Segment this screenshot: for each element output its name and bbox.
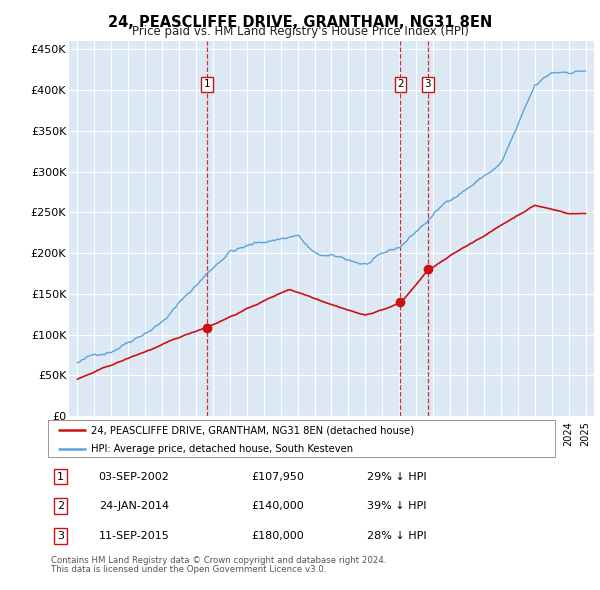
- Text: 1: 1: [204, 80, 211, 89]
- Text: 03-SEP-2002: 03-SEP-2002: [98, 471, 170, 481]
- Text: £107,950: £107,950: [251, 471, 304, 481]
- Text: 39% ↓ HPI: 39% ↓ HPI: [367, 501, 427, 511]
- Text: 24-JAN-2014: 24-JAN-2014: [98, 501, 169, 511]
- Text: Price paid vs. HM Land Registry's House Price Index (HPI): Price paid vs. HM Land Registry's House …: [131, 25, 469, 38]
- Text: 29% ↓ HPI: 29% ↓ HPI: [367, 471, 427, 481]
- Text: 11-SEP-2015: 11-SEP-2015: [98, 531, 169, 541]
- Text: Contains HM Land Registry data © Crown copyright and database right 2024.: Contains HM Land Registry data © Crown c…: [51, 556, 386, 565]
- Text: 2: 2: [57, 501, 64, 511]
- Text: HPI: Average price, detached house, South Kesteven: HPI: Average price, detached house, Sout…: [91, 444, 353, 454]
- Text: 24, PEASCLIFFE DRIVE, GRANTHAM, NG31 8EN (detached house): 24, PEASCLIFFE DRIVE, GRANTHAM, NG31 8EN…: [91, 425, 414, 435]
- Text: 1: 1: [57, 471, 64, 481]
- Text: 3: 3: [57, 531, 64, 541]
- Text: £180,000: £180,000: [251, 531, 304, 541]
- Text: £140,000: £140,000: [251, 501, 304, 511]
- Text: 28% ↓ HPI: 28% ↓ HPI: [367, 531, 427, 541]
- Text: 3: 3: [425, 80, 431, 89]
- Text: 24, PEASCLIFFE DRIVE, GRANTHAM, NG31 8EN: 24, PEASCLIFFE DRIVE, GRANTHAM, NG31 8EN: [108, 15, 492, 30]
- Text: 2: 2: [397, 80, 404, 89]
- Text: This data is licensed under the Open Government Licence v3.0.: This data is licensed under the Open Gov…: [51, 565, 326, 574]
